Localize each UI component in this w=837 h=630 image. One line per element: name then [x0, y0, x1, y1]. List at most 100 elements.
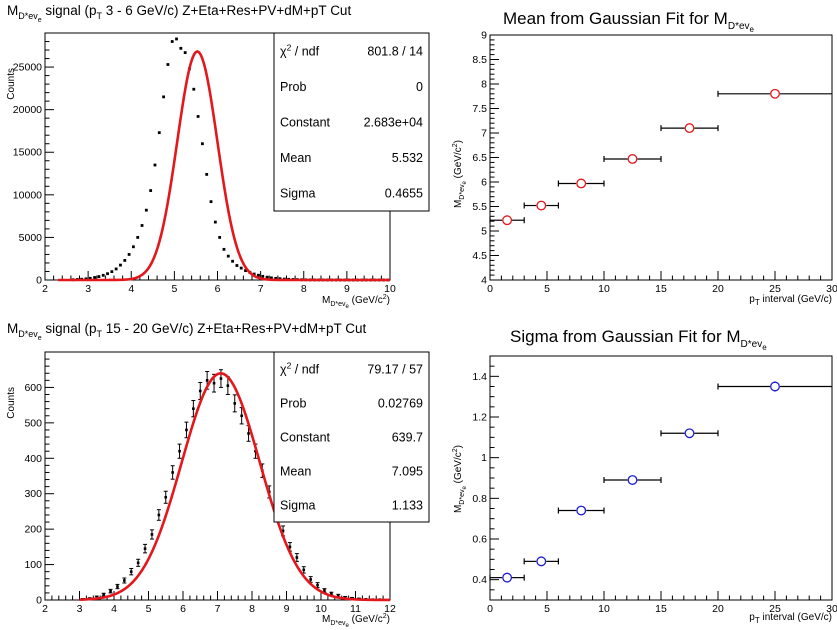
data-point [153, 163, 157, 167]
stats-row: Mean 7.095 [280, 465, 423, 479]
y-tick-label: 400 [24, 453, 42, 465]
data-point [97, 275, 101, 278]
marker [316, 583, 319, 587]
stats-row: Sigma 1.133 [280, 499, 423, 513]
chart-panel-1: 2 3 4 5 6 7 8 9 10 0 5000 10000 15000 20000 25000 χ2 / … [6, 32, 430, 310]
marker [302, 568, 306, 572]
stats-box-frame [273, 351, 430, 523]
x-tick-label: 10 [384, 283, 396, 295]
stats-box: χ2 / ndf 79.17 / 57 Prob 0.02769 Constant 639… [273, 351, 430, 523]
x-tick-label: 9 [284, 603, 290, 615]
data-point [101, 592, 106, 597]
stats-label: Sigma [280, 499, 315, 513]
data-point [177, 443, 182, 459]
stats-label: Prob [280, 80, 306, 94]
marker [627, 154, 638, 164]
data-point [114, 267, 118, 271]
y-tick-label: 1.2 [472, 412, 487, 424]
marker [185, 428, 188, 432]
data-point [201, 142, 204, 146]
x-tick-label: 15 [655, 603, 667, 615]
data-point [149, 529, 154, 540]
stats-value: 79.17 / 57 [367, 363, 423, 377]
data-point [123, 259, 127, 262]
data-point [294, 553, 299, 562]
marker [205, 379, 209, 382]
stats-row: Prob 0.02769 [280, 397, 423, 411]
data-point [717, 88, 832, 99]
x-tick-label: 0 [487, 283, 493, 295]
x-axis-label: pT interval (GeV/c) [749, 612, 832, 625]
marker [226, 384, 230, 387]
data-point [156, 509, 161, 521]
stats-row: Sigma 0.4655 [280, 187, 423, 201]
data-point [226, 254, 230, 258]
data-point [261, 274, 265, 278]
marker [95, 595, 99, 599]
marker [129, 570, 133, 573]
stats-value: 0.4655 [385, 187, 423, 201]
marker [192, 407, 195, 410]
data-point [132, 245, 135, 249]
y-tick-label: 1.4 [472, 371, 487, 383]
data-point [218, 236, 222, 239]
chart-panel-4: 0 5 10 15 20 25 30 0.4 0.6 0.8 1 1.2 1.4 pT interval … [452, 355, 837, 625]
y-tick-label: 8.5 [472, 54, 487, 66]
data-point [144, 208, 148, 212]
x-tick-label: 0 [487, 603, 493, 615]
data-point [557, 505, 605, 516]
marker [309, 578, 312, 581]
x-axis: 2 3 4 5 6 7 8 9 10 [42, 271, 396, 295]
data-point [231, 259, 234, 263]
y-tick-label: 100 [24, 559, 42, 571]
data-point [143, 543, 148, 554]
data-point [603, 154, 662, 164]
x-tick-label: 5 [146, 603, 152, 615]
marker [150, 533, 154, 536]
marker [212, 381, 216, 385]
marker [247, 432, 250, 435]
y-tick-label: 9 [481, 30, 487, 42]
chart-title: Sigma from Gaussian Fit for MD*eve [510, 327, 767, 352]
gaussian-fit-curve [57, 50, 390, 282]
marker [233, 402, 237, 405]
stats-value: 639.7 [392, 431, 423, 445]
marker [502, 572, 513, 583]
y-tick-label: 7 [481, 128, 487, 140]
stats-box-frame [273, 32, 430, 212]
marker [157, 513, 161, 517]
stats-row: Constant 2.683e+04 [280, 116, 423, 130]
x-tick-label: 2 [42, 603, 48, 615]
data-point [183, 51, 187, 54]
marker [684, 123, 695, 134]
x-axis: 2 3 4 5 6 7 8 9 10 11 12 [42, 591, 396, 615]
marker [295, 556, 299, 559]
stats-value: 0 [416, 80, 423, 94]
data-point [101, 273, 105, 277]
x-tick-label: 15 [655, 283, 667, 295]
x-tick-label: 20 [712, 603, 724, 615]
x-tick-label: 3 [85, 283, 91, 295]
y-axis-label: Counts [6, 387, 17, 419]
x-tick-label: 8 [301, 283, 307, 295]
data-point [270, 276, 273, 280]
x-tick-label: 30 [826, 283, 837, 295]
marker [219, 377, 223, 380]
data-point [257, 273, 260, 277]
data-point [239, 266, 243, 270]
data-point [265, 275, 269, 279]
chart-title: MD*eve signal (pT 3 - 6 GeV/c) Z+Eta+Res… [7, 3, 351, 24]
y-tick-label: 4 [481, 275, 487, 287]
y-axis-label: Counts [6, 68, 17, 100]
stats-value: 7.095 [392, 465, 423, 479]
y-tick-label: 5 [481, 226, 487, 238]
data-point [136, 558, 141, 567]
data-point [175, 37, 178, 41]
stats-label: Mean [280, 465, 311, 479]
data-point [523, 200, 560, 211]
y-tick-label: 20000 [13, 104, 42, 116]
data-point [222, 247, 226, 251]
y-tick-label: 0.8 [472, 493, 487, 505]
x-tick-label: 5 [171, 283, 177, 295]
x-tick-label: 5 [544, 603, 550, 615]
